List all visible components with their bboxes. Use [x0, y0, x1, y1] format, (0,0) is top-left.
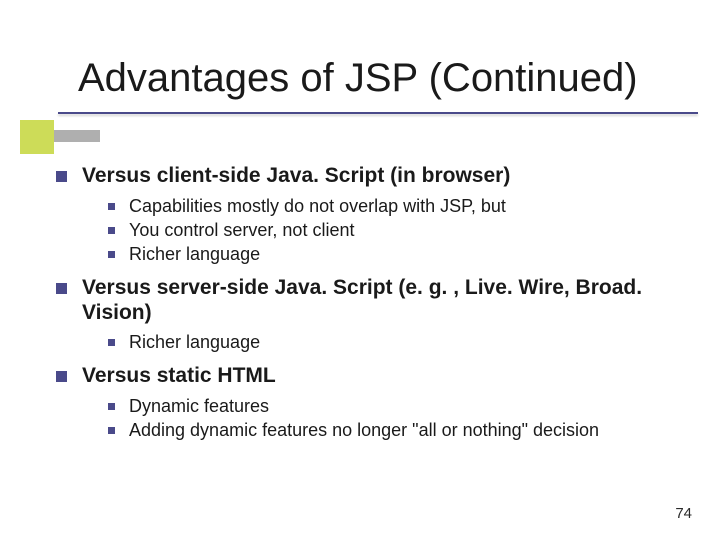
- list-item-text: You control server, not client: [129, 219, 354, 242]
- section-items: Dynamic features Adding dynamic features…: [108, 395, 690, 442]
- list-item-text: Dynamic features: [129, 395, 269, 418]
- section-heading-text: Versus client-side Java. Script (in brow…: [82, 164, 510, 189]
- section-heading-text: Versus static HTML: [82, 364, 276, 389]
- square-bullet-icon: [108, 227, 115, 234]
- square-bullet-icon: [56, 371, 67, 382]
- section-heading: Versus server-side Java. Script (e. g. ,…: [56, 276, 690, 326]
- accent-bar: [54, 130, 100, 142]
- list-item: Capabilities mostly do not overlap with …: [108, 195, 690, 218]
- title-underline: [58, 112, 698, 114]
- list-item: Richer language: [108, 243, 690, 266]
- square-bullet-icon: [108, 403, 115, 410]
- square-bullet-icon: [108, 427, 115, 434]
- section-heading: Versus client-side Java. Script (in brow…: [56, 164, 690, 189]
- list-item-text: Richer language: [129, 243, 260, 266]
- list-item-text: Richer language: [129, 331, 260, 354]
- slide-title: Advantages of JSP (Continued): [78, 56, 700, 101]
- page-number: 74: [675, 505, 692, 522]
- section-heading-text: Versus server-side Java. Script (e. g. ,…: [82, 276, 690, 326]
- list-item: You control server, not client: [108, 219, 690, 242]
- square-bullet-icon: [56, 283, 67, 294]
- list-item-text: Capabilities mostly do not overlap with …: [129, 195, 506, 218]
- list-item: Adding dynamic features no longer "all o…: [108, 419, 690, 442]
- accent-box: [20, 120, 54, 154]
- list-item-text: Adding dynamic features no longer "all o…: [129, 419, 599, 442]
- list-item: Dynamic features: [108, 395, 690, 418]
- title-wrap: Advantages of JSP (Continued): [78, 56, 700, 101]
- square-bullet-icon: [108, 203, 115, 210]
- slide: Advantages of JSP (Continued) Versus cli…: [0, 0, 720, 540]
- square-bullet-icon: [108, 339, 115, 346]
- section-heading: Versus static HTML: [56, 364, 690, 389]
- slide-content: Versus client-side Java. Script (in brow…: [56, 160, 690, 452]
- square-bullet-icon: [108, 251, 115, 258]
- section-items: Capabilities mostly do not overlap with …: [108, 195, 690, 266]
- list-item: Richer language: [108, 331, 690, 354]
- square-bullet-icon: [56, 171, 67, 182]
- section-items: Richer language: [108, 331, 690, 354]
